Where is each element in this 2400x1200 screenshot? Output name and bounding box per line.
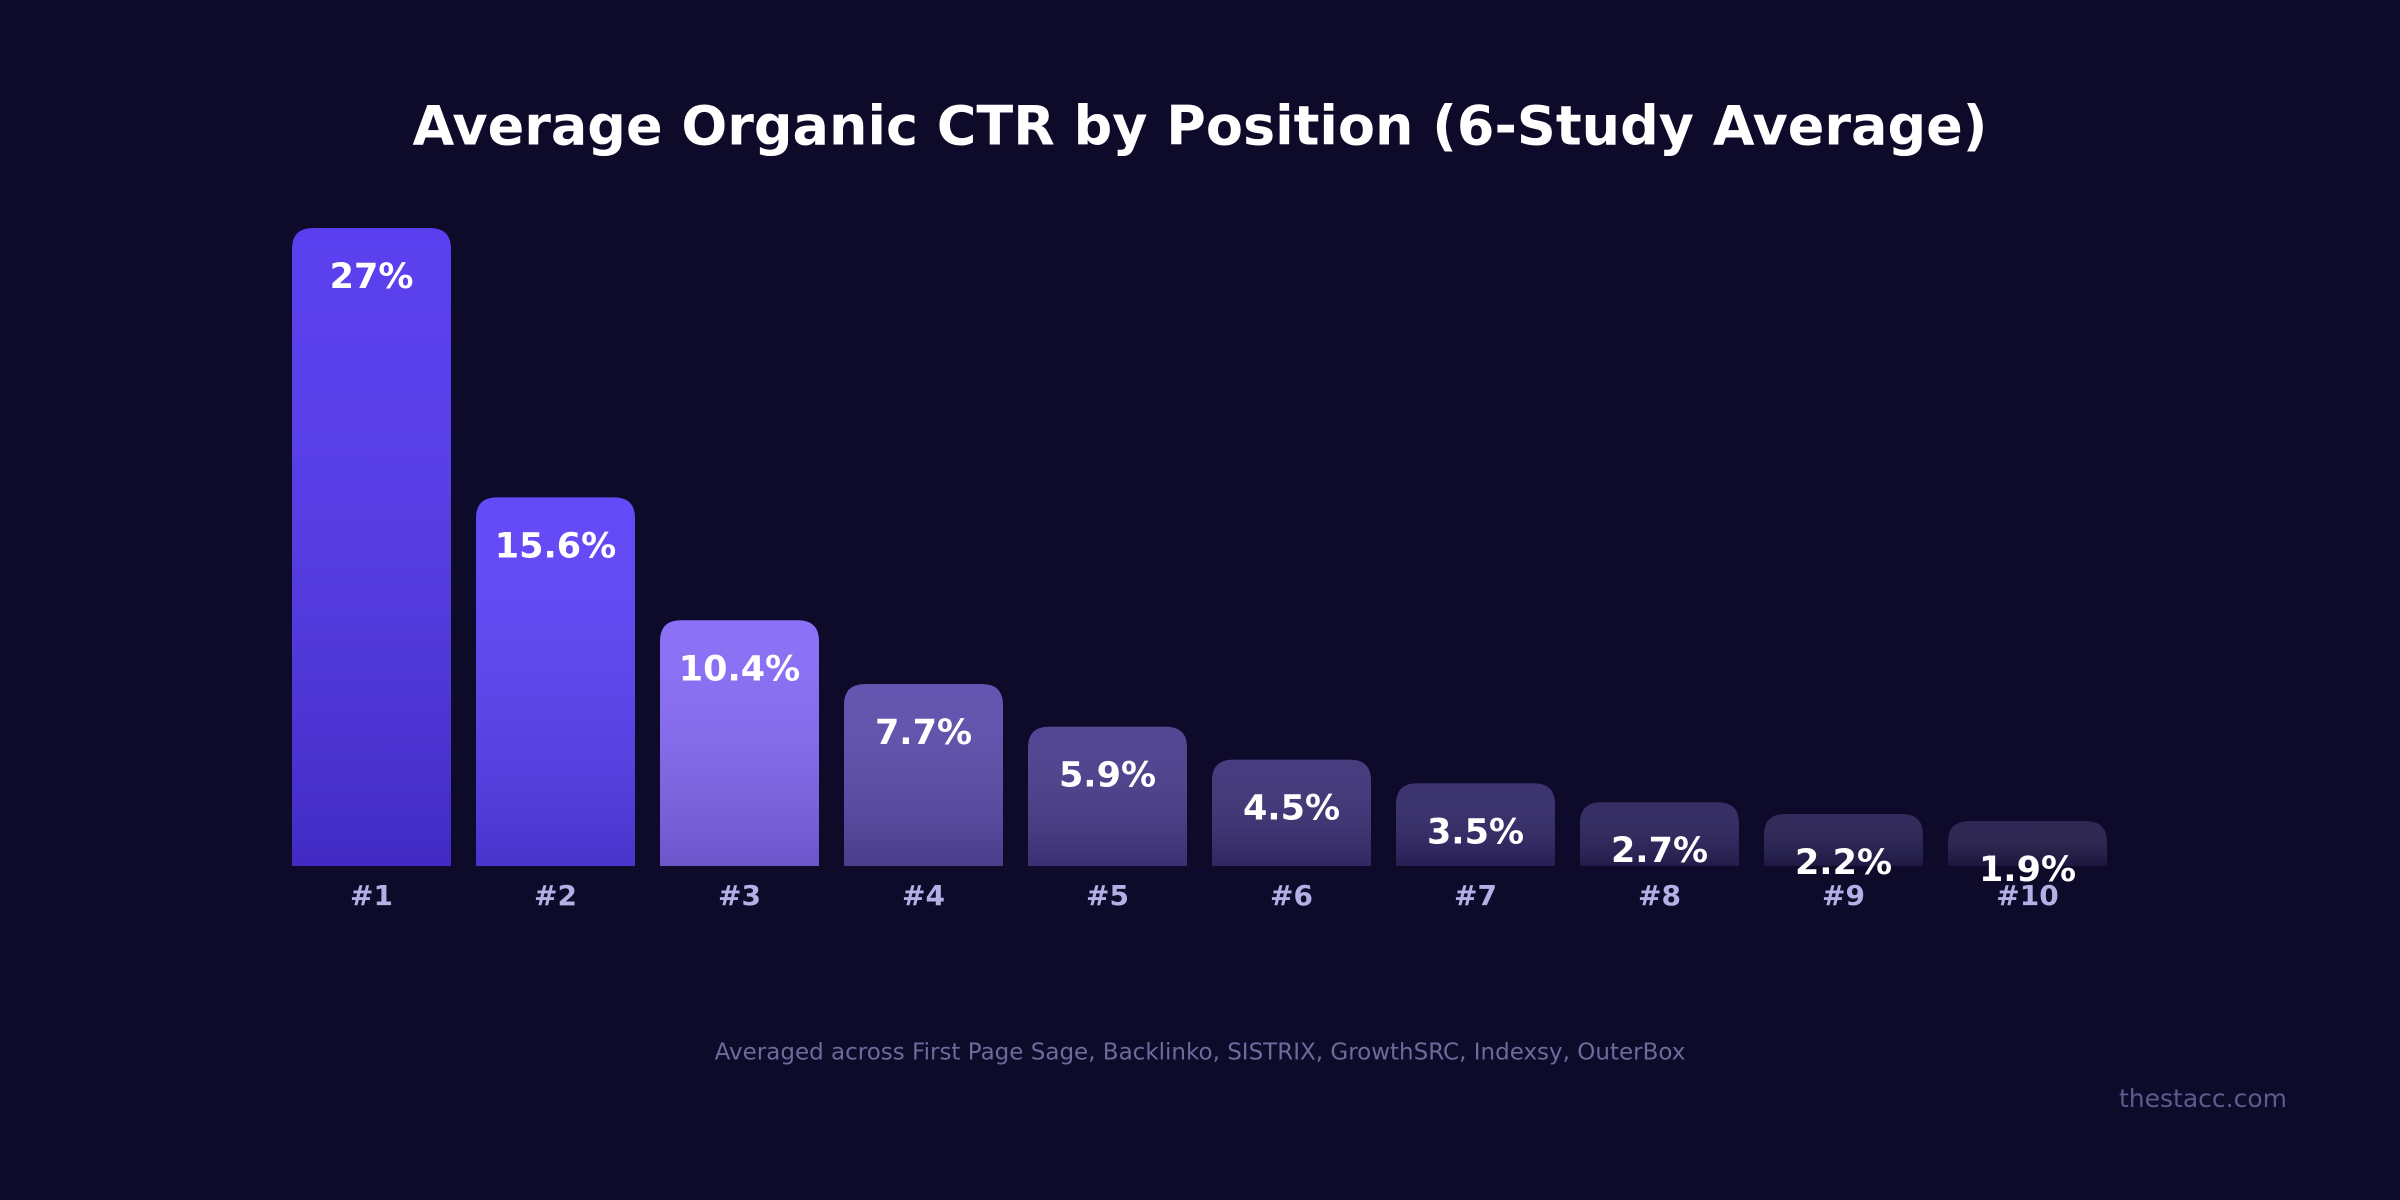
value-label: 27% xyxy=(330,257,414,297)
source-note: Averaged across First Page Sage, Backlin… xyxy=(715,1040,1686,1066)
value-label: 2.7% xyxy=(1611,831,1708,871)
x-tick-label: #2 xyxy=(534,879,577,912)
bar-shade xyxy=(1580,802,1739,866)
bar-shade xyxy=(1948,821,2107,866)
value-label: 5.9% xyxy=(1059,756,1156,796)
bar-shade xyxy=(476,497,635,866)
x-tick-label: #6 xyxy=(1270,879,1313,912)
bar-shade xyxy=(1212,759,1371,866)
x-tick-label: #10 xyxy=(1996,879,2058,912)
value-label: 1.9% xyxy=(1979,850,2076,890)
value-label: 4.5% xyxy=(1243,789,1340,829)
bar-shade xyxy=(1764,814,1923,866)
value-label: 2.2% xyxy=(1795,843,1892,883)
value-label: 10.4% xyxy=(679,649,800,689)
value-label: 3.5% xyxy=(1427,812,1524,852)
x-tick-label: #8 xyxy=(1638,879,1681,912)
bar-shade xyxy=(292,228,451,866)
bar-shade xyxy=(844,684,1003,866)
watermark: thestacc.com xyxy=(2119,1084,2287,1113)
x-tick-label: #5 xyxy=(1086,879,1129,912)
x-tick-label: #7 xyxy=(1454,879,1497,912)
value-label: 7.7% xyxy=(875,713,972,753)
bar-shade xyxy=(1396,783,1555,866)
bar-shade xyxy=(660,620,819,866)
x-tick-label: #9 xyxy=(1822,879,1865,912)
x-tick-label: #3 xyxy=(718,879,761,912)
value-label: 15.6% xyxy=(495,526,616,566)
x-tick-label: #1 xyxy=(350,879,393,912)
bar-shade xyxy=(1028,726,1187,866)
x-tick-label: #4 xyxy=(902,879,945,912)
chart-title: Average Organic CTR by Position (6-Study… xyxy=(413,95,1988,158)
